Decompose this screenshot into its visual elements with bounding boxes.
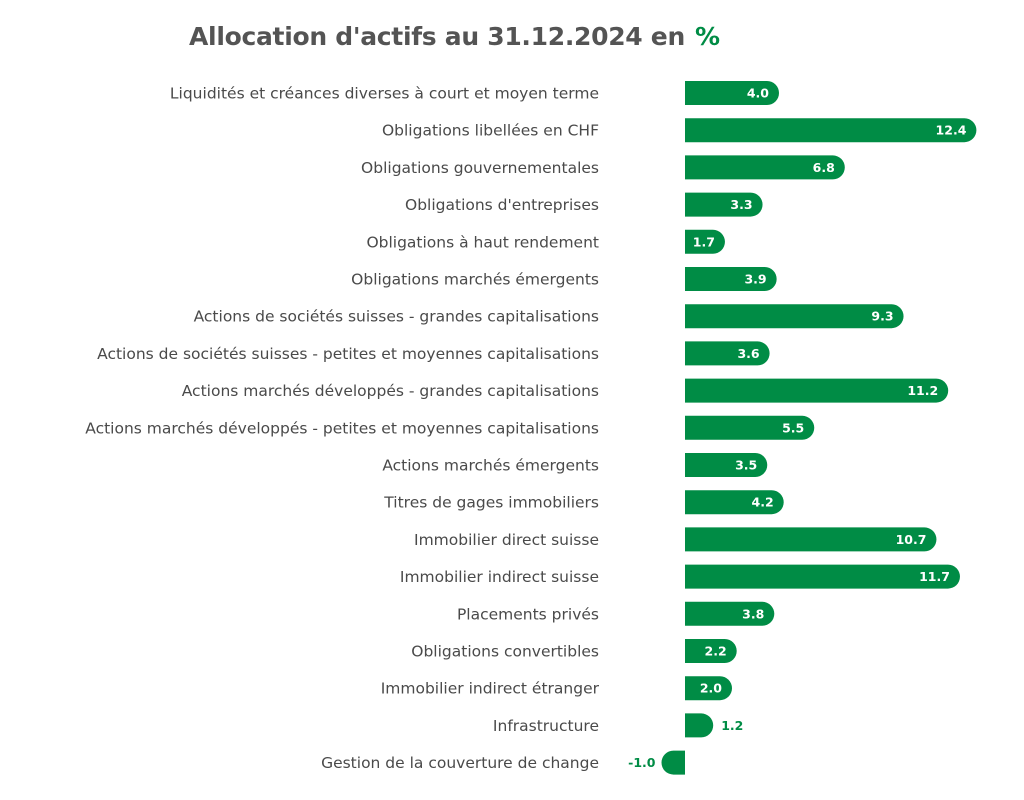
- bar: [685, 81, 779, 105]
- value-label: 6.8: [813, 160, 835, 175]
- category-label: Actions marchés émergents: [382, 457, 599, 475]
- bar: [685, 564, 960, 589]
- category-label: Immobilier direct suisse: [414, 531, 599, 549]
- bar: [685, 155, 845, 180]
- category-label: Gestion de la couverture de change: [321, 754, 599, 772]
- category-label: Obligations convertibles: [411, 643, 599, 661]
- category-label: Infrastructure: [493, 717, 599, 735]
- category-label: Actions de sociétés suisses - petites et…: [97, 345, 599, 363]
- bar: [685, 267, 777, 291]
- category-label: Obligations libellées en CHF: [382, 122, 599, 140]
- value-label: 11.7: [919, 569, 950, 584]
- value-label: 9.3: [871, 309, 893, 324]
- bar: [685, 341, 770, 366]
- value-label: 12.4: [936, 123, 967, 138]
- bar: [685, 378, 949, 403]
- value-label: 4.2: [752, 495, 774, 510]
- category-label: Liquidités et créances diverses à court …: [170, 85, 599, 103]
- value-label: 1.7: [693, 234, 715, 249]
- category-label: Obligations marchés émergents: [351, 271, 599, 289]
- bar: [685, 676, 732, 701]
- value-label: 1.2: [721, 718, 743, 733]
- value-label: 3.5: [735, 458, 757, 473]
- category-label: Immobilier indirect étranger: [381, 680, 600, 698]
- value-label: 3.3: [730, 197, 752, 212]
- category-label: Obligations à haut rendement: [366, 233, 599, 251]
- category-label: Immobilier indirect suisse: [400, 568, 599, 586]
- bar: [685, 713, 714, 738]
- category-label: Actions marchés développés - petites et …: [85, 419, 599, 437]
- value-label: 11.2: [907, 383, 938, 398]
- value-label: 2.2: [705, 644, 727, 659]
- value-label: 5.5: [782, 420, 804, 435]
- bar: [685, 527, 937, 552]
- value-label: 2.0: [700, 681, 722, 696]
- value-label: -1.0: [628, 755, 656, 770]
- bar: [685, 490, 784, 515]
- category-label: Placements privés: [457, 605, 599, 623]
- category-label: Obligations gouvernementales: [361, 159, 599, 177]
- bar: [685, 415, 815, 440]
- value-label: 3.8: [742, 606, 764, 621]
- value-label: 10.7: [896, 532, 927, 547]
- bar: [685, 304, 904, 329]
- chart-title: Allocation d'actifs au 31.12.2024 en%: [189, 22, 720, 51]
- value-label: 3.9: [744, 272, 766, 287]
- chart-unit-label: %: [694, 22, 720, 51]
- category-label: Actions marchés développés - grandes cap…: [182, 382, 599, 400]
- bar: [685, 229, 725, 254]
- bar: [685, 639, 737, 663]
- bar: [685, 601, 775, 626]
- chart-title-text: Allocation d'actifs au 31.12.2024 en: [189, 22, 685, 51]
- bar: [685, 192, 763, 217]
- bar: [661, 750, 685, 775]
- bar: [685, 453, 768, 477]
- bar: [685, 118, 977, 143]
- category-label: Obligations d'entreprises: [405, 196, 599, 214]
- category-label: Actions de sociétés suisses - grandes ca…: [194, 308, 599, 326]
- value-label: 4.0: [747, 86, 769, 101]
- category-label: Titres de gages immobiliers: [383, 494, 599, 512]
- value-label: 3.6: [737, 346, 759, 361]
